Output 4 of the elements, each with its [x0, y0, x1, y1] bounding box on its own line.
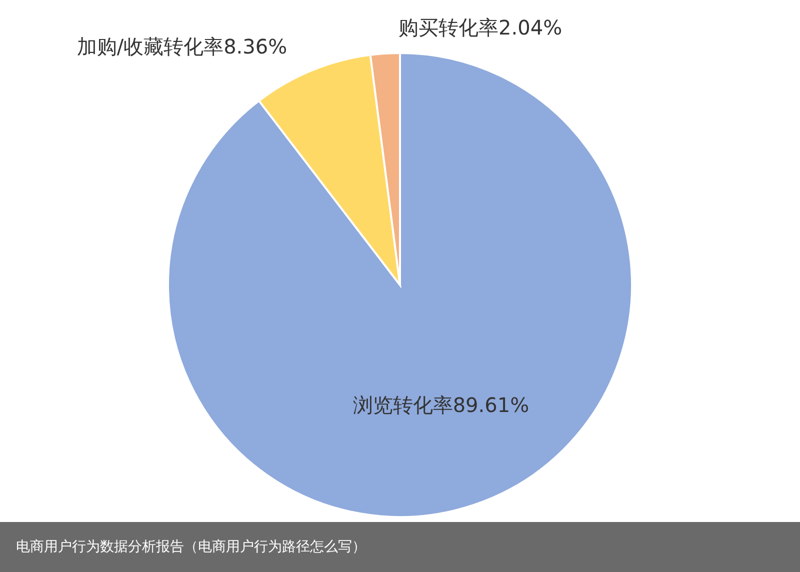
slice-label: 购买转化率2.04%: [398, 16, 562, 40]
text: 电商用户行为数据分析报告（电商用户行为路径怎么写）: [16, 539, 366, 555]
slice-label: 浏览转化率89.61%: [352, 392, 530, 417]
slice-label: 加购/收藏转化率8.36%: [76, 34, 288, 58]
